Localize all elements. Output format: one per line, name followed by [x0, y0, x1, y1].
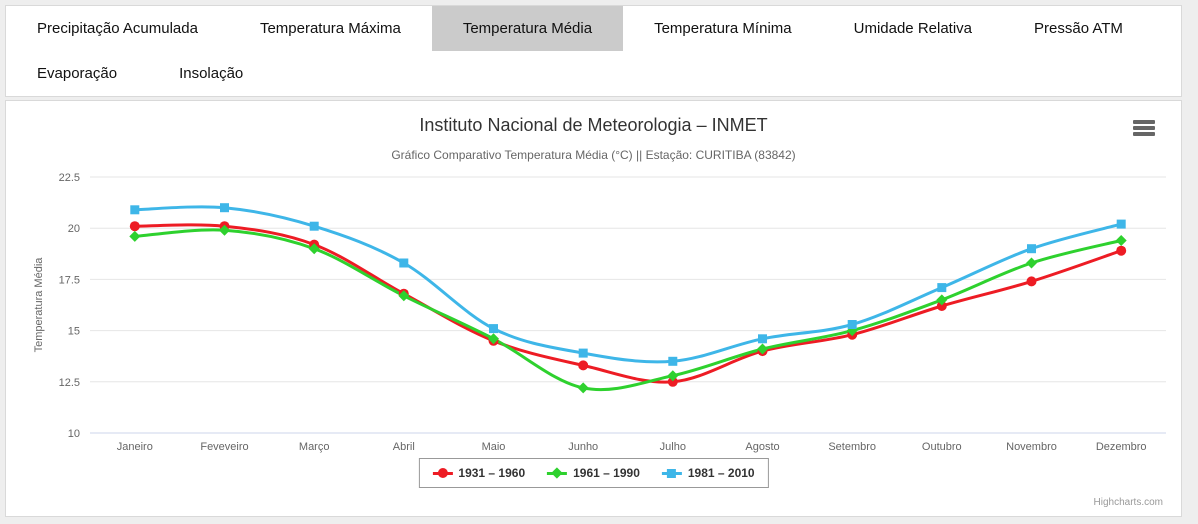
y-tick-label: 17.5 [59, 274, 80, 286]
tab-temperatura-media[interactable]: Temperatura Média [431, 6, 624, 51]
data-point [309, 221, 319, 231]
data-point [1116, 245, 1127, 256]
tab-precipitacao-acumulada[interactable]: Precipitação Acumulada [37, 20, 198, 37]
legend-circle-marker-icon [432, 467, 453, 479]
series-line [133, 228, 1123, 392]
data-point [489, 324, 498, 334]
data-point [667, 376, 678, 387]
data-point [1027, 244, 1036, 254]
data-point [398, 290, 410, 302]
chart-plot-area: 10 12.5 15 17.5 20 22.5 Janeiro Feveveiro Março A… [33, 172, 1166, 453]
x-tick-label: Outubro [922, 441, 962, 453]
data-point [667, 370, 679, 382]
data-point [668, 356, 678, 366]
x-tick-label: Maio [482, 441, 506, 453]
x-tick-label: Abril [393, 441, 415, 453]
legend-item[interactable]: 1961 – 1990 [547, 466, 640, 480]
data-point [577, 382, 589, 394]
data-point [129, 230, 141, 242]
hamburger-icon [1133, 120, 1155, 124]
chart-context-menu-button[interactable] [1133, 120, 1155, 136]
data-point [308, 243, 320, 255]
legend-label: 1981 – 2010 [687, 466, 755, 480]
legend-label: 1961 – 1990 [573, 466, 640, 480]
data-point [758, 334, 767, 344]
legend-square-marker-icon [661, 467, 682, 479]
chart-title: Instituto Nacional de Meteorologia – INM… [419, 115, 768, 135]
y-tick-label: 20 [68, 223, 80, 235]
highcharts-credits-link[interactable]: Highcharts.com [1093, 497, 1163, 508]
y-tick-label: 10 [68, 428, 80, 440]
hamburger-icon [1133, 126, 1155, 130]
tab-row-2: Evaporação Insolação [6, 51, 1181, 96]
hamburger-icon [1133, 132, 1155, 136]
data-point [1116, 219, 1126, 229]
data-point [936, 301, 947, 311]
chart-subtitle: Gráfico Comparativo Temperatura Média (°… [391, 148, 796, 162]
chart-panel: Instituto Nacional de Meteorologia – INM… [5, 100, 1182, 517]
tab-row-1: Precipitação Acumulada Temperatura Máxim… [6, 6, 1181, 51]
tab-evaporacao[interactable]: Evaporação [37, 65, 118, 82]
legend-diamond-marker-icon [547, 467, 568, 479]
series-line [133, 223, 1123, 384]
x-tick-label: Setembro [828, 441, 876, 453]
data-point [578, 348, 588, 358]
tab-bar: Precipitação Acumulada Temperatura Máxim… [5, 5, 1182, 97]
data-point [399, 258, 409, 268]
tab-temperatura-maxima[interactable]: Temperatura Máxima [259, 20, 401, 37]
data-point [130, 205, 140, 215]
tab-umidade-relativa[interactable]: Umidade Relativa [853, 20, 973, 37]
y-axis-title: Temperatura Média [33, 257, 45, 353]
data-point [129, 221, 140, 232]
data-point [1026, 276, 1037, 287]
tab-insolacao[interactable]: Insolação [179, 65, 244, 82]
y-tick-label: 22.5 [59, 172, 80, 184]
tab-temperatura-minima[interactable]: Temperatura Mínima [654, 20, 792, 37]
data-point [578, 360, 589, 371]
data-point [757, 343, 768, 355]
series-line [133, 205, 1123, 364]
x-tick-label: Março [299, 441, 330, 453]
chart-legend: 1931 – 1960 1961 – 1990 1981 – 2010 [418, 458, 769, 488]
tab-pressao-atm[interactable]: Pressão ATM [1034, 20, 1123, 37]
x-tick-label: Agosto [745, 441, 779, 453]
data-point [220, 203, 229, 213]
data-point [937, 283, 947, 293]
x-tick-label: Novembro [1006, 441, 1057, 453]
x-tick-label: Julho [660, 441, 686, 453]
y-tick-label: 15 [68, 326, 80, 338]
y-tick-label: 12.5 [59, 377, 80, 389]
x-tick-label: Janeiro [117, 441, 153, 453]
data-point [488, 333, 499, 345]
data-point [1026, 257, 1037, 269]
legend-item[interactable]: 1981 – 2010 [661, 466, 755, 480]
legend-item[interactable]: 1931 – 1960 [432, 466, 525, 480]
legend-label: 1931 – 1960 [458, 466, 526, 480]
data-point [219, 224, 230, 236]
data-point [847, 320, 857, 329]
x-tick-label: Feveveiro [200, 441, 248, 453]
data-point [1115, 235, 1127, 246]
data-point [936, 294, 948, 306]
x-tick-label: Dezembro [1096, 441, 1147, 453]
x-tick-label: Junho [568, 441, 598, 453]
